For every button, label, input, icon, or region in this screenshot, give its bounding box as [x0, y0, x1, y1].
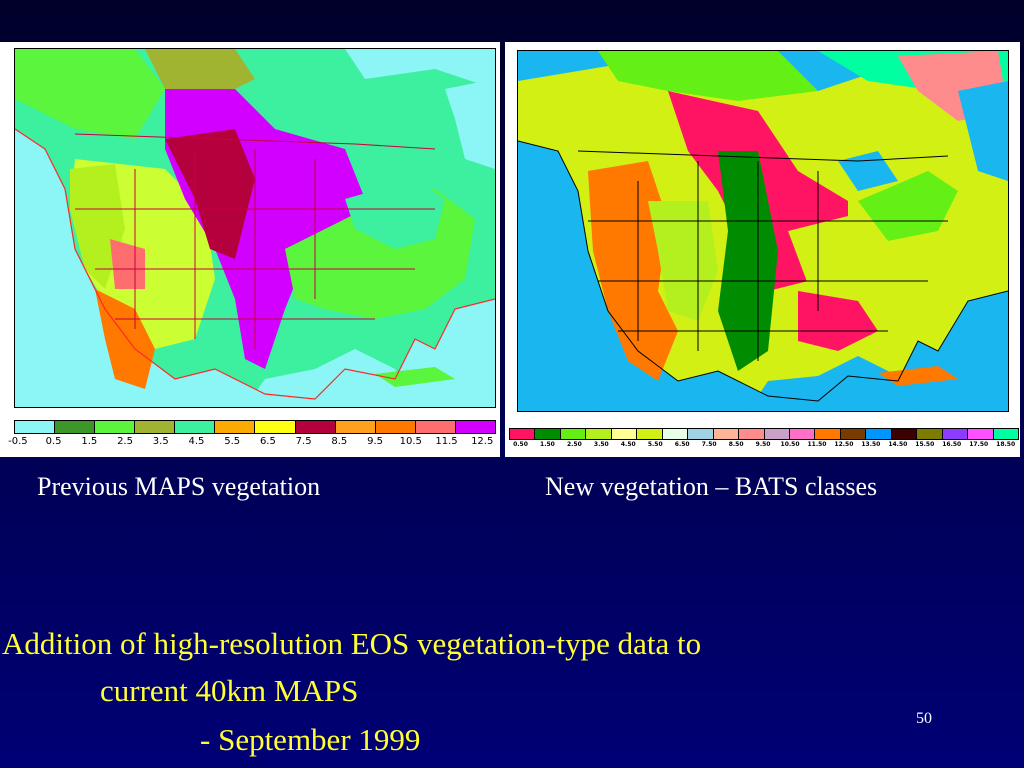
previous-vegetation-legend-swatch — [135, 421, 176, 433]
new-vegetation-legend-swatch — [764, 429, 790, 439]
previous-vegetation-legend-tick: 3.5 — [152, 436, 169, 447]
new-vegetation-legend-swatch — [535, 429, 561, 439]
previous-vegetation-legend-swatch — [415, 421, 456, 433]
summary-line-3: - September 1999 — [200, 722, 421, 757]
previous-vegetation-legend-tick: 0.5 — [45, 436, 62, 447]
previous-vegetation-map — [14, 48, 496, 408]
previous-vegetation-legend-swatch — [255, 421, 296, 433]
new-vegetation-legend-tick: 0.50 — [513, 441, 528, 448]
new-vegetation-legend-swatch — [662, 429, 689, 439]
new-vegetation-legend-tick: 1.50 — [540, 441, 555, 448]
new-vegetation-legend-tick: 4.50 — [620, 441, 636, 448]
previous-vegetation-legend-tick: 11.5 — [435, 436, 458, 447]
previous-vegetation-legend-tick: 5.5 — [224, 436, 241, 447]
new-vegetation-legend-swatch — [968, 429, 994, 439]
previous-vegetation-legend-swatch — [375, 421, 416, 433]
new-vegetation-legend-tick: 8.50 — [728, 441, 744, 448]
summary-line-2: current 40km MAPS — [100, 673, 359, 708]
previous-vegetation-legend-swatch — [55, 421, 96, 433]
new-vegetation-legend-swatch — [586, 429, 612, 439]
new-vegetation-legend-tick: 9.50 — [755, 441, 771, 448]
new-vegetation-legend-swatch — [917, 429, 943, 439]
previous-vegetation-legend-swatch — [175, 421, 216, 433]
previous-vegetation-legend-tick: -0.5 — [8, 436, 28, 447]
previous-vegetation-legend-ticks: -0.5 0.5 1.5 2.5 3.5 4.5 5.5 6.5 7.5 8.5 9.5 10.5 11… — [0, 436, 500, 450]
new-vegetation-legend-swatch — [637, 429, 663, 439]
previous-vegetation-legend-swatch — [335, 421, 376, 433]
new-vegetation-legend — [509, 428, 1019, 440]
previous-vegetation-legend-tick: 4.5 — [188, 436, 205, 447]
page-number: 50 — [916, 710, 932, 727]
new-vegetation-legend-swatch — [688, 429, 714, 439]
new-vegetation-caption: New vegetation – BATS classes — [545, 472, 878, 501]
new-vegetation-legend-ticks: 0.50 1.50 2.50 3.50 4.50 5.50 6.50 7.50 8.50 9.50… — [507, 441, 1019, 451]
new-vegetation-legend-tick: 15.50 — [915, 441, 935, 448]
new-vegetation-legend-tick: 3.50 — [593, 441, 609, 448]
new-vegetation-legend-swatch — [789, 429, 816, 439]
previous-vegetation-legend-swatch — [15, 421, 56, 433]
new-vegetation-legend-swatch — [993, 429, 1019, 439]
new-vegetation-legend-swatch — [560, 429, 587, 439]
previous-vegetation-legend-swatch — [95, 421, 136, 433]
previous-vegetation-legend-tick: 6.5 — [259, 436, 276, 447]
new-vegetation-legend-swatch — [840, 429, 867, 439]
new-vegetation-legend-swatch — [739, 429, 765, 439]
new-vegetation-legend-tick: 14.50 — [888, 441, 908, 448]
new-vegetation-legend-swatch — [611, 429, 638, 439]
new-vegetation-legend-swatch — [815, 429, 841, 439]
new-vegetation-legend-tick: 12.50 — [834, 441, 854, 448]
new-vegetation-map — [517, 50, 1009, 412]
previous-vegetation-legend-tick: 2.5 — [117, 436, 133, 447]
new-vegetation-legend-swatch — [866, 429, 892, 439]
new-vegetation-legend-tick: 10.50 — [780, 441, 800, 448]
new-vegetation-legend-swatch — [891, 429, 918, 439]
new-vegetation-legend-tick: 2.50 — [566, 441, 582, 448]
previous-vegetation-legend-tick: 9.5 — [367, 436, 383, 447]
new-vegetation-legend-tick: 5.50 — [647, 441, 663, 448]
previous-vegetation-legend-tick: 7.5 — [295, 436, 312, 447]
new-vegetation-legend-tick: 11.50 — [807, 441, 827, 448]
new-vegetation-legend-tick: 17.50 — [969, 441, 989, 448]
previous-vegetation-legend-tick: 1.5 — [81, 436, 98, 447]
previous-vegetation-legend-tick: 8.5 — [331, 436, 348, 447]
new-vegetation-panel: 0.50 1.50 2.50 3.50 4.50 5.50 6.50 7.50 8.50 9.50… — [505, 42, 1020, 457]
new-vegetation-legend-swatch — [942, 429, 969, 439]
new-vegetation-legend-tick: 16.50 — [942, 441, 962, 448]
previous-maps-vegetation-panel: -0.5 0.5 1.5 2.5 3.5 4.5 5.5 6.5 7.5 8.5 9.5 10.5 11… — [0, 42, 500, 457]
previous-vegetation-caption: Previous MAPS vegetation — [37, 472, 321, 501]
new-vegetation-legend-swatch — [713, 429, 740, 439]
previous-vegetation-legend-tick: 10.5 — [399, 436, 422, 447]
new-vegetation-legend-tick: 6.50 — [674, 441, 690, 448]
new-vegetation-legend-tick: 18.50 — [996, 441, 1016, 448]
previous-vegetation-legend-swatch — [455, 421, 495, 433]
new-vegetation-legend-swatch — [510, 429, 536, 439]
previous-vegetation-legend — [14, 420, 496, 434]
new-vegetation-legend-tick: 7.50 — [701, 441, 717, 448]
previous-vegetation-legend-swatch — [295, 421, 336, 433]
previous-vegetation-legend-tick: 12.5 — [471, 436, 494, 447]
previous-vegetation-legend-swatch — [215, 421, 256, 433]
new-vegetation-legend-tick: 13.50 — [861, 441, 881, 448]
summary-line-1: Addition of high-resolution EOS vegetati… — [2, 626, 702, 661]
